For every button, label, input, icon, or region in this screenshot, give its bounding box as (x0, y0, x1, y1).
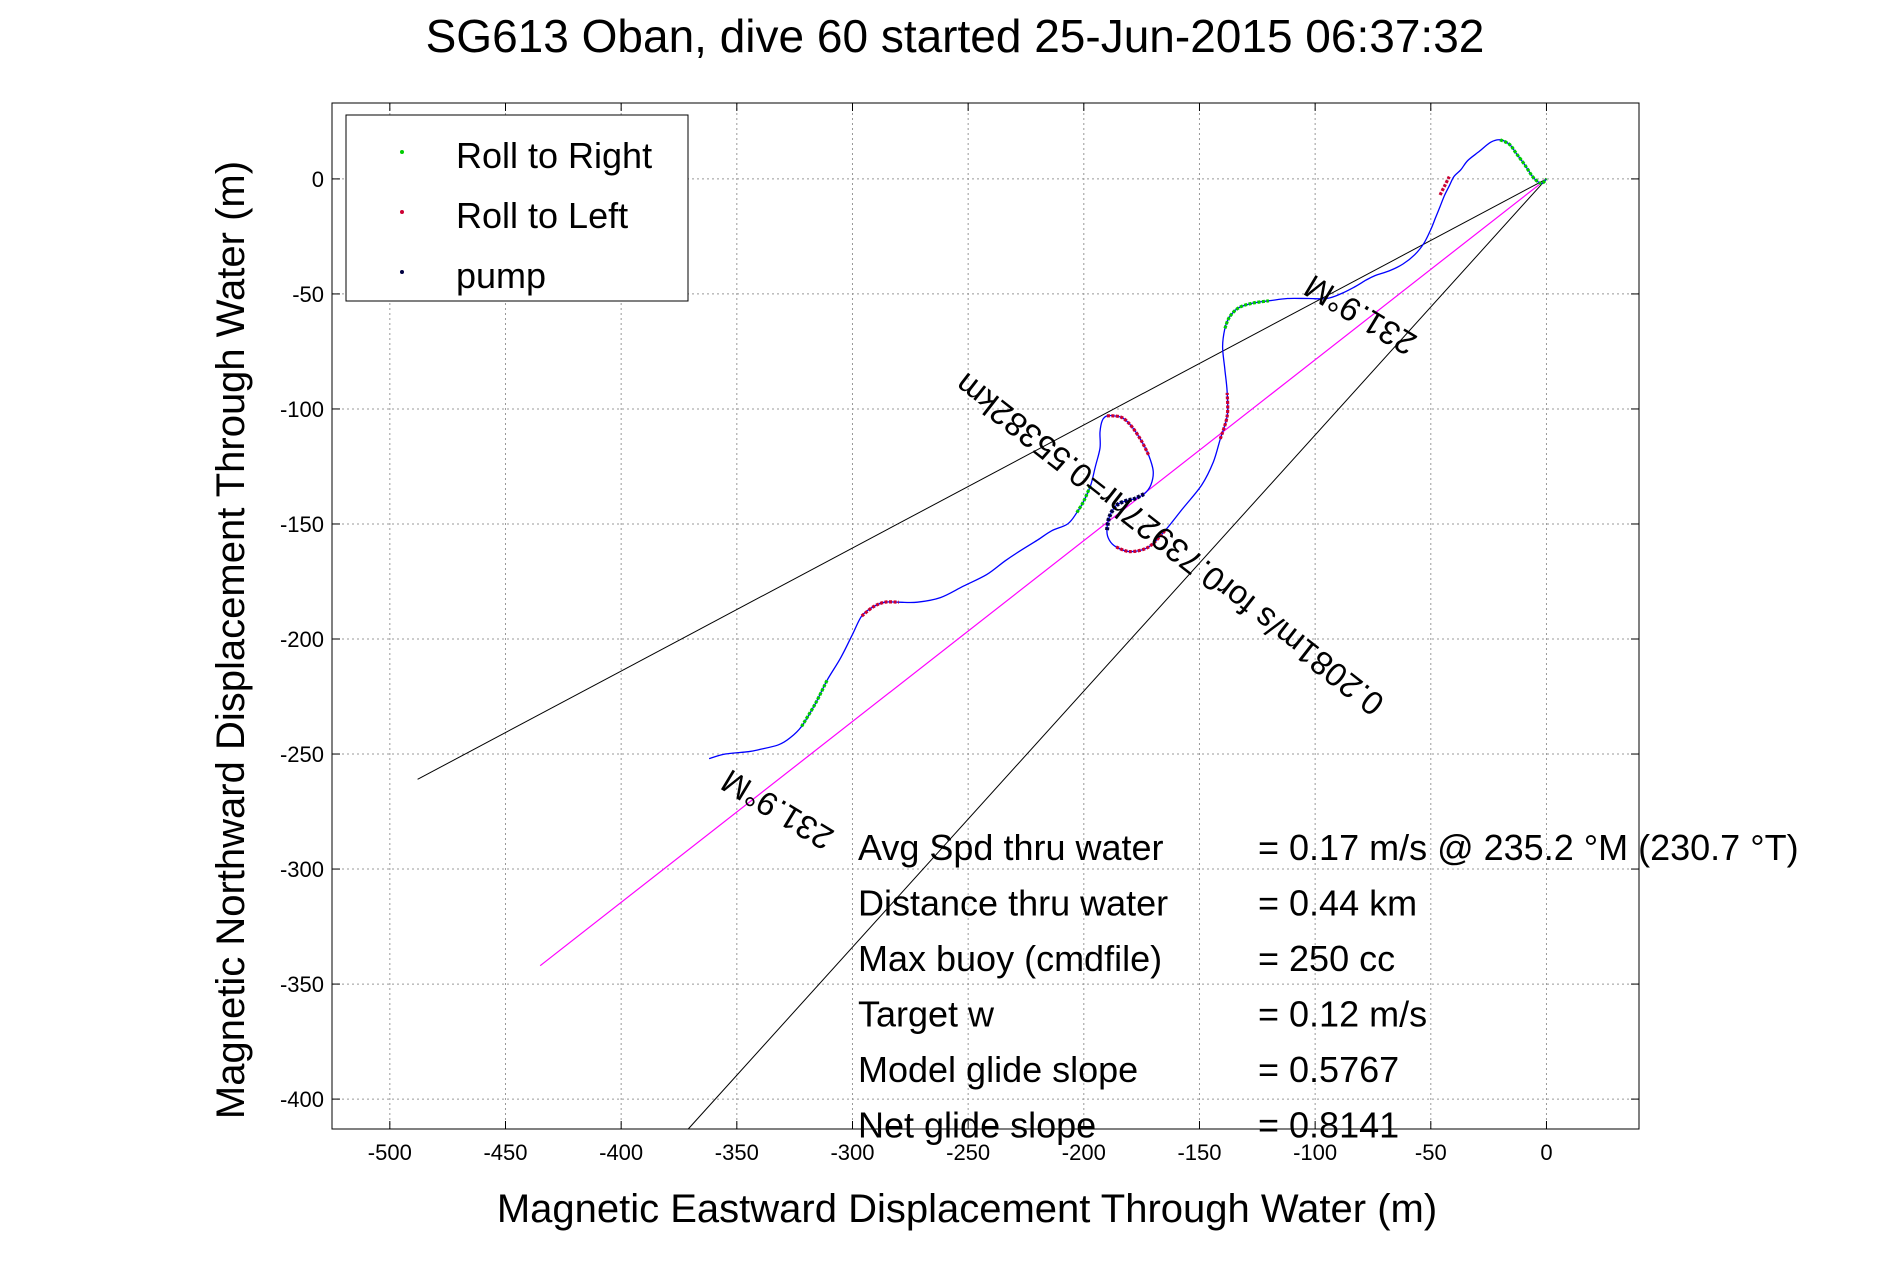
magenta-line (539, 178, 1547, 967)
x-tick-label: -400 (599, 1140, 643, 1165)
cone-right-line (687, 178, 1547, 1130)
roll-right-segment (1223, 299, 1270, 330)
x-tick-label: 0 (1540, 1140, 1552, 1165)
stat-value: = 0.8141 (1258, 1105, 1399, 1146)
stat-label: Avg Spd thru water (858, 827, 1164, 868)
y-tick-label: -50 (292, 282, 324, 307)
y-tick-label: -400 (280, 1087, 324, 1112)
pump-segments (1104, 492, 1145, 532)
y-tick-label: -150 (280, 512, 324, 537)
stat-value: = 0.5767 (1258, 1049, 1399, 1090)
roll-left-segment (860, 600, 899, 618)
axes: -500 -450 -400 -350 -300 -250 -200 -150 -100 -50 0… (280, 102, 1640, 1165)
y-axis-label: Magnetic Northward Displacement Through … (209, 161, 253, 1119)
x-tick-label: -250 (946, 1140, 990, 1165)
x-tick-label: -350 (715, 1140, 759, 1165)
roll-right-segment (1075, 484, 1093, 514)
legend-label: Roll to Left (456, 195, 628, 236)
legend-label: pump (456, 255, 546, 296)
legend-marker (400, 270, 404, 274)
cone-left-line (417, 178, 1547, 780)
x-tick-label: -450 (483, 1140, 527, 1165)
y-tick-label: -200 (280, 627, 324, 652)
stat-label: Max buoy (cmdfile) (858, 938, 1162, 979)
y-tick-label: -300 (280, 857, 324, 882)
x-axis-label: Magnetic Eastward Displacement Through W… (497, 1187, 1437, 1231)
roll-left-segment (1438, 175, 1451, 196)
stat-label: Model glide slope (858, 1049, 1138, 1090)
plot-frame (331, 102, 1640, 1130)
pump-segment (1104, 492, 1145, 532)
stat-label: Net glide slope (858, 1105, 1096, 1146)
stat-value: = 0.44 km (1258, 883, 1417, 924)
y-tick-label: -350 (280, 972, 324, 997)
stat-value: = 250 cc (1258, 938, 1395, 979)
legend: Roll to Right Roll to Left pump (345, 114, 689, 302)
roll-left-segments (860, 175, 1451, 618)
legend-marker (400, 210, 404, 214)
chart-title: SG613 Oban, dive 60 started 25-Jun-2015 … (426, 10, 1485, 62)
x-tick-label: -150 (1177, 1140, 1221, 1165)
y-tick-label: -250 (280, 742, 324, 767)
roll-left-segment (1115, 529, 1166, 554)
legend-box (345, 114, 689, 302)
stat-label: Distance thru water (858, 883, 1168, 924)
roll-right-segment (1499, 138, 1548, 186)
data-layer (417, 138, 1548, 1130)
legend-marker (400, 150, 404, 154)
x-tick-label: -100 (1293, 1140, 1337, 1165)
x-tick-label: -500 (368, 1140, 412, 1165)
roll-left-segment (1106, 414, 1151, 456)
stat-label: Target w (858, 994, 995, 1035)
stat-value: = 0.12 m/s (1258, 994, 1427, 1035)
roll-left-segment (1218, 392, 1230, 440)
stats-block: Avg Spd thru water = 0.17 m/s @ 235.2 °M … (858, 827, 1799, 1146)
legend-label: Roll to Right (456, 135, 652, 176)
x-tick-label: -200 (1062, 1140, 1106, 1165)
stat-value: = 0.17 m/s @ 235.2 °M (230.7 °T) (1258, 827, 1799, 868)
roll-right-segment (800, 679, 829, 728)
y-tick-label: -100 (280, 397, 324, 422)
x-tick-label: -300 (830, 1140, 874, 1165)
roll-right-segments (800, 138, 1548, 728)
y-tick-label: 0 (312, 167, 324, 192)
x-tick-label: -50 (1415, 1140, 1447, 1165)
